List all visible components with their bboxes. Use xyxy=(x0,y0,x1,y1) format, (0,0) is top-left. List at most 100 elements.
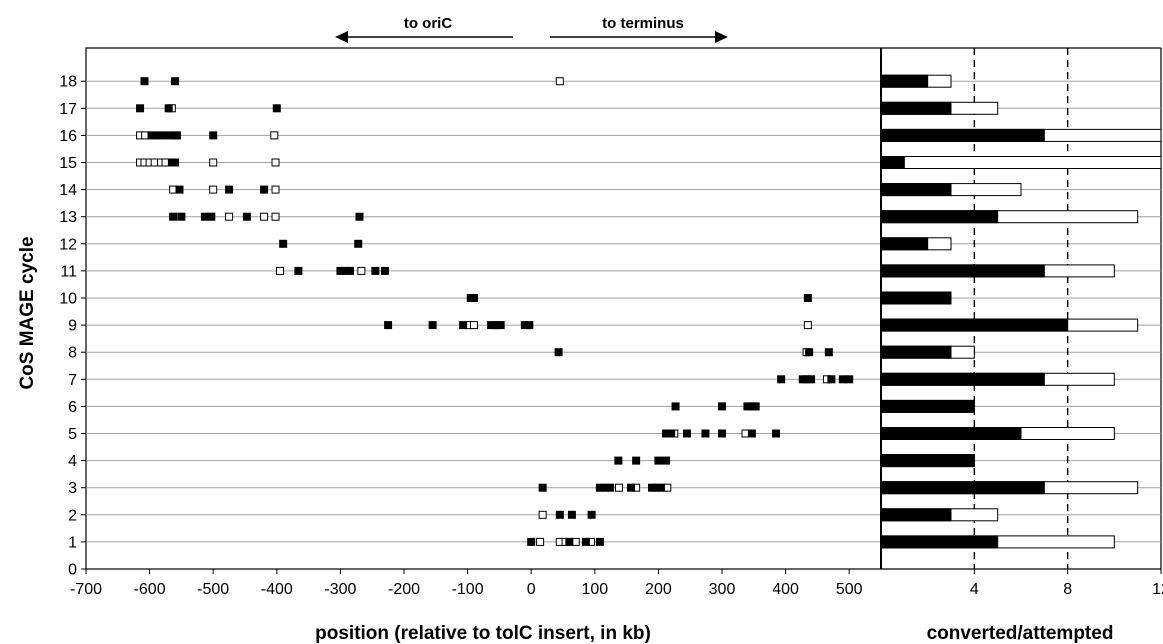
y-tick-label: 12 xyxy=(59,236,77,253)
x-axis-ticks: -700 -600 -500 -400 -300 -200 -100 0 100 200 300 40… xyxy=(70,569,863,598)
marker-filled xyxy=(803,294,812,302)
y-tick-label: 4 xyxy=(68,453,77,470)
y-tick-label: 7 xyxy=(68,372,77,389)
marker-open xyxy=(275,266,284,275)
marker-filled xyxy=(459,321,468,330)
to-terminus-label: to terminus xyxy=(602,15,684,32)
marker-filled xyxy=(380,266,389,275)
marker-filled xyxy=(279,239,288,248)
y-tick-label: 15 xyxy=(59,155,77,172)
y-tick-label: 13 xyxy=(59,209,77,226)
marker-filled xyxy=(172,131,181,140)
marker-filled xyxy=(169,212,178,221)
marker-open xyxy=(225,212,234,221)
marker-filled xyxy=(538,483,547,492)
marker-filled xyxy=(805,348,814,357)
marker-filled xyxy=(294,266,303,275)
bar-converted xyxy=(880,372,1045,386)
x-tick-label: 400 xyxy=(772,581,799,598)
y-tick-label: 10 xyxy=(59,291,77,308)
marker-filled xyxy=(272,104,281,113)
marker-filled xyxy=(469,294,478,302)
marker-filled xyxy=(171,77,180,86)
marker-filled xyxy=(587,510,596,519)
marker-filled xyxy=(527,537,536,546)
bar-converted xyxy=(880,237,929,251)
marker-filled xyxy=(683,429,692,438)
marker-filled xyxy=(260,185,269,194)
marker-open xyxy=(260,212,269,221)
marker-open xyxy=(538,510,547,519)
marker-filled xyxy=(355,212,364,221)
x-tick-label: -200 xyxy=(388,581,420,598)
marker-open xyxy=(271,158,280,167)
x-tick-label: 0 xyxy=(527,581,536,598)
marker-filled xyxy=(371,266,380,275)
marker-filled xyxy=(845,375,854,384)
x-tick-label: -500 xyxy=(197,581,229,598)
marker-filled xyxy=(807,375,816,384)
bar-x-tick-label: 4 xyxy=(970,581,979,598)
marker-filled xyxy=(614,456,623,465)
y-tick-label: 14 xyxy=(59,182,77,199)
marker-filled xyxy=(567,510,576,519)
marker-open xyxy=(270,131,279,140)
marker-filled xyxy=(654,456,663,465)
marker-filled xyxy=(671,402,680,411)
x-tick-label: -600 xyxy=(134,581,166,598)
bar-x-axis-title: converted/attempted xyxy=(927,623,1114,644)
marker-open xyxy=(209,185,218,194)
marker-filled xyxy=(632,456,641,465)
bar-converted xyxy=(880,508,952,522)
marker-filled xyxy=(827,375,836,384)
bar-x-axis-ticks: 4 8 12 xyxy=(970,569,1163,598)
marker-filled xyxy=(777,375,786,384)
y-tick-label: 17 xyxy=(59,101,77,118)
marker-filled xyxy=(225,185,234,194)
marker-filled xyxy=(667,429,676,438)
scatter-plot-area xyxy=(85,47,882,570)
bar-converted xyxy=(880,128,1045,142)
to-terminus-arrowhead xyxy=(715,31,728,43)
x-tick-label: -100 xyxy=(452,581,484,598)
marker-filled xyxy=(207,212,216,221)
marker-filled xyxy=(656,483,665,492)
x-tick-label: -700 xyxy=(70,581,102,598)
marker-filled xyxy=(171,158,180,167)
x-tick-label: -300 xyxy=(324,581,356,598)
x-tick-label: 500 xyxy=(836,581,863,598)
bar-converted xyxy=(880,535,999,549)
bar-converted xyxy=(880,318,1069,332)
marker-filled xyxy=(772,429,781,438)
marker-filled xyxy=(354,239,363,248)
marker-filled xyxy=(747,429,756,438)
y-tick-label: 5 xyxy=(68,426,77,443)
marker-filled xyxy=(175,185,184,194)
marker-open xyxy=(803,321,812,330)
marker-filled xyxy=(242,212,251,221)
y-tick-label: 8 xyxy=(68,345,77,362)
marker-open xyxy=(555,77,564,86)
marker-filled xyxy=(177,212,186,221)
x-tick-label: 200 xyxy=(645,581,672,598)
marker-filled xyxy=(751,402,760,411)
to-oric-arrowhead xyxy=(335,31,348,43)
bar-attempted xyxy=(880,156,1162,169)
bar-converted xyxy=(880,454,975,468)
bar-converted xyxy=(880,101,952,115)
marker-filled xyxy=(164,104,173,113)
horizontal-gridlines xyxy=(86,80,1161,543)
marker-filled xyxy=(581,537,590,546)
marker-open xyxy=(271,185,280,194)
y-tick-label: 3 xyxy=(68,480,77,497)
y-tick-label: 2 xyxy=(68,507,77,524)
bar-x-tick-label: 8 xyxy=(1063,581,1072,598)
marker-filled xyxy=(555,510,564,519)
marker-open xyxy=(271,212,280,221)
bar-converted xyxy=(880,183,952,197)
bar-converted xyxy=(880,427,1022,440)
marker-open xyxy=(614,483,623,492)
marker-filled xyxy=(345,266,354,275)
